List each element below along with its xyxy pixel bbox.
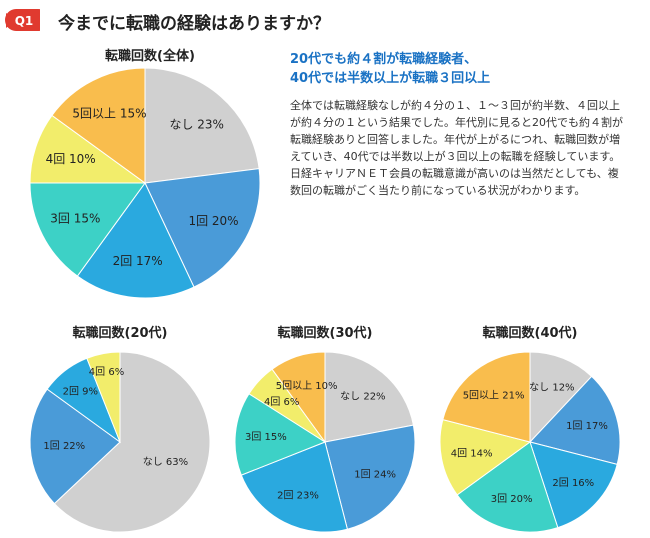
pie-slice [456, 441, 559, 533]
pie-slice [324, 351, 414, 443]
pie-slice-label: 2回 17% [113, 254, 163, 268]
pie-slice-label: 5回以上 21% [463, 390, 525, 402]
pie-slice [29, 114, 147, 184]
pie-slice-label: 4回 6% [264, 396, 299, 408]
pie-slice [529, 375, 621, 465]
pie-slice [29, 182, 146, 277]
pie-slice [234, 393, 327, 476]
pie-slice-label: なし 22% [340, 391, 385, 403]
pie-slice [29, 388, 121, 505]
pie-slice-label: なし 12% [529, 381, 574, 393]
summary-body: 全体では転職経験なしが約４分の１、１～３回が約半数、４回以上が約４分の１という結… [290, 99, 623, 197]
pie-chart-overall: なし 23% 1回 20% 2回 17% 3回 15% 4回 10% 5回以上 15% [29, 67, 261, 299]
pie-slice [144, 168, 261, 288]
pie-slice [442, 351, 531, 443]
pie-slice-label: 3回 15% [50, 212, 100, 226]
pie-slice [240, 441, 348, 533]
pie-slice-label: 1回 20% [188, 214, 238, 228]
pie-slice-label: 2回 9% [63, 385, 98, 397]
pie-slice-label: なし 23% [169, 118, 224, 132]
pie-title-30s: 転職回数(30代) [277, 326, 373, 341]
pie-chart-20s: なし 63% 1回 22% 2回 9% 4回 6% [29, 351, 211, 533]
pie-title-overall: 転職回数(全体) [105, 49, 195, 64]
pie-slice-label: 3回 20% [491, 493, 533, 505]
pie-slice-label: なし 63% [143, 456, 188, 468]
summary-headline-line2: 40代では半数以上が転職３回以上 [290, 71, 491, 86]
pie-slice-label: 4回 10% [46, 152, 96, 166]
question-badge-shape [5, 9, 40, 31]
pie-slice-label: 1回 24% [354, 468, 396, 480]
pie-slice [76, 182, 195, 299]
pie-slice [53, 351, 211, 533]
pie-slice-label: 5回以上 10% [276, 380, 338, 392]
pie-slice [51, 67, 146, 184]
pie-title-40s: 転職回数(40代) [482, 326, 578, 341]
pie-title-20s: 転職回数(20代) [72, 326, 168, 341]
pie-slice-label: 1回 17% [566, 420, 608, 432]
pie-slice-label: 1回 22% [43, 440, 85, 452]
question-badge: Q1 [5, 9, 40, 31]
summary-headline-line1: 20代でも約４割が転職経験者、 [290, 52, 478, 67]
pie-slice [529, 441, 618, 529]
pie-slice-label: 2回 23% [277, 489, 319, 501]
pie-slice-label: 3回 15% [245, 431, 287, 443]
question-badge-label: Q1 [15, 14, 34, 28]
pie-slice-label: 4回 6% [89, 366, 124, 378]
pie-slice-label: 2回 16% [552, 477, 594, 489]
pie-slice [86, 351, 121, 443]
pie-slice [439, 419, 532, 496]
summary-headline: 20代でも約４割が転職経験者、 40代では半数以上が転職３回以上 [290, 50, 620, 88]
pie-chart-40s: なし 12% 1回 17% 2回 16% 3回 20% 4回 14% 5回以上 21% [439, 351, 621, 533]
pie-slice [144, 67, 260, 184]
pie-slice [324, 424, 416, 530]
pie-slice-label: 5回以上 15% [72, 107, 146, 121]
pie-slice [271, 351, 326, 444]
pie-slice [529, 351, 593, 444]
question-title: 今までに転職の経験はありますか？ [58, 14, 330, 34]
pie-slice-label: 4回 14% [451, 448, 493, 460]
pie-chart-30s: なし 22% 1回 24% 2回 23% 3回 15% 4回 6% 5回以上 10% [234, 351, 416, 533]
